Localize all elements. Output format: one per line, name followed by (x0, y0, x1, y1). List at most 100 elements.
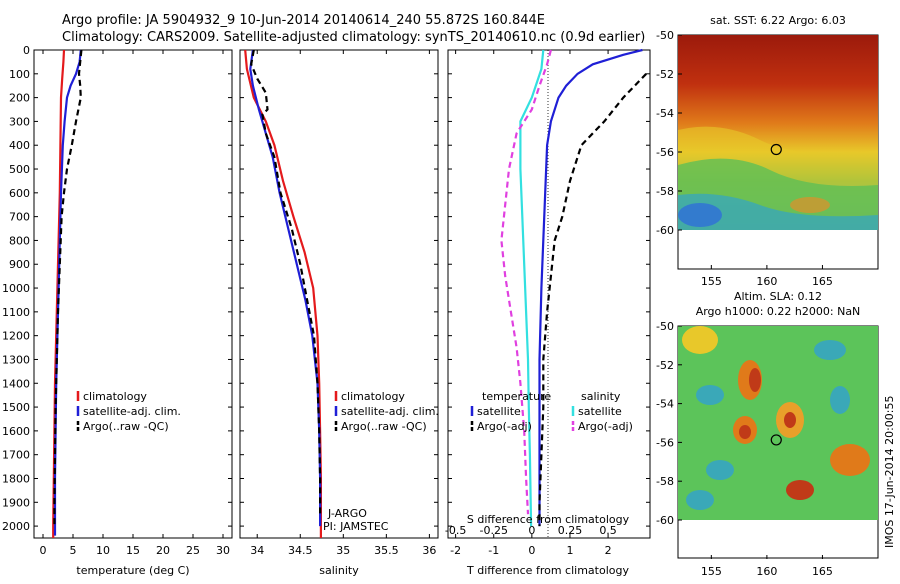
y-tick-label: 300 (9, 115, 30, 128)
y-tick-label: 1800 (2, 472, 30, 485)
sst-profile-marker (770, 143, 782, 156)
timestamp-label: IMOS 17-Jun-2014 20:00:55 (883, 395, 896, 548)
temperature-panel: 0 5 10 15 20 25 300100200300400500600700800900… (2, 44, 233, 577)
y-tick-label: 1700 (2, 449, 30, 462)
y-tick-label: 700 (9, 211, 30, 224)
y-tick-label: 600 (9, 187, 30, 200)
legend-header-temperature: temperature (482, 390, 551, 403)
difference-plot-frame (447, 49, 651, 539)
y-tick-label: 1600 (2, 425, 30, 438)
x2-tick-label: 0.5 (599, 524, 617, 537)
salinity-plot-frame (239, 49, 439, 539)
map-y-tick-label: -50 (656, 29, 674, 42)
svg-text:Argo(-adj): Argo(-adj) (477, 420, 532, 433)
legend-item: satellite (470, 405, 521, 418)
svg-text:satellite-adj. clim.: satellite-adj. clim. (83, 405, 181, 418)
figure-title-line1: Argo profile: JA 5904932_9 10-Jun-2014 2… (62, 13, 545, 28)
sla-profile-marker (770, 434, 782, 446)
svg-text:Argo(-adj): Argo(-adj) (578, 420, 633, 433)
map-y-tick-label: -50 (656, 320, 674, 333)
map-y-tick-label: -60 (656, 514, 674, 527)
x-tick-label: 0 (528, 544, 535, 557)
series-line-climatology (244, 49, 322, 538)
x-tick-label: 34 (250, 544, 264, 557)
x2-tick-label: 0 (528, 524, 535, 537)
figure-title-line2: Climatology: CARS2009. Satellite-adjuste… (62, 30, 645, 45)
map-y-tick-label: -58 (656, 475, 674, 488)
sst-map-panel: sat. SST: 6.22 Argo: 6.03 155 160 165 -50 -5… (656, 14, 879, 288)
salinity-panel: 34 34.5 35 35.5 36 salinity J-ARGO PI: JAMST… (239, 49, 439, 577)
salinity-x-label: salinity (319, 564, 359, 577)
y-tick-label: 1300 (2, 353, 30, 366)
legend-item: Argo(-adj) (571, 420, 633, 433)
legend-item: satellite-adj. clim. (76, 405, 181, 418)
y-tick-label: 1200 (2, 330, 30, 343)
legend-header-salinity: salinity (581, 390, 621, 403)
x-tick-label: 0 (40, 544, 47, 557)
x-tick-label: 1 (566, 544, 573, 557)
map-x-tick-label: 165 (812, 275, 833, 288)
y-tick-label: 1000 (2, 282, 30, 295)
y-tick-label: 500 (9, 163, 30, 176)
svg-text:Argo(..raw -QC): Argo(..raw -QC) (83, 420, 169, 433)
svg-text:climatology: climatology (341, 390, 405, 403)
map-x-tick-label: 160 (756, 275, 777, 288)
x2-tick-label: -0.5 (445, 524, 466, 537)
x-tick-label: 36 (422, 544, 436, 557)
series-line-t-argo-adj- (538, 73, 647, 527)
map-y-tick-label: -54 (656, 398, 674, 411)
y-tick-label: 100 (9, 68, 30, 81)
x-tick-label: 34.5 (288, 544, 313, 557)
svg-text:climatology: climatology (83, 390, 147, 403)
y-tick-label: 1500 (2, 401, 30, 414)
sst-map-title: sat. SST: 6.22 Argo: 6.03 (710, 14, 846, 27)
float-info-argo: J-ARGO (327, 507, 367, 520)
difference-x2-label: S difference from climatology (467, 513, 630, 526)
y-tick-label: 0 (23, 44, 30, 57)
float-info-pi: PI: JAMSTEC (323, 520, 389, 533)
y-tick-label: 800 (9, 234, 30, 247)
svg-text:satellite-adj. clim.: satellite-adj. clim. (341, 405, 439, 418)
x-tick-label: 35.5 (374, 544, 399, 557)
map-x-tick-label: 155 (701, 565, 722, 578)
y-tick-label: 1100 (2, 306, 30, 319)
legend-item: Argo(-adj) (470, 420, 532, 433)
legend-item: satellite (571, 405, 622, 418)
y-tick-label: 2000 (2, 520, 30, 533)
sst-heatmap (678, 35, 878, 230)
legend-item: climatology (334, 390, 405, 403)
sla-map-panel: Altim. SLA: 0.12 Argo h1000: 0.22 h2000:… (656, 290, 879, 578)
x-tick-label: 20 (156, 544, 170, 557)
series-line-t-satellite (538, 48, 643, 527)
sla-map-title-line1: Altim. SLA: 0.12 (734, 290, 822, 303)
map-y-tick-label: -54 (656, 107, 674, 120)
temperature-x-label: temperature (deg C) (76, 564, 189, 577)
y-tick-label: 400 (9, 139, 30, 152)
map-x-tick-label: 165 (812, 565, 833, 578)
x-tick-label: 10 (96, 544, 110, 557)
svg-text:Argo(..raw -QC): Argo(..raw -QC) (341, 420, 427, 433)
sla-heatmap (678, 326, 878, 520)
legend-item: satellite-adj. clim. (334, 405, 439, 418)
x-tick-label: 2 (605, 544, 612, 557)
map-y-tick-label: -56 (656, 436, 674, 449)
difference-panel: -2 -1 0 1 2 -0.5 -0.25 0 0.25 0.5 T difference fr… (445, 48, 651, 577)
legend-item: Argo(..raw -QC) (76, 420, 169, 433)
sla-map-title-line2: Argo h1000: 0.22 h2000: NaN (696, 305, 861, 318)
map-y-tick-label: -52 (656, 359, 674, 372)
series-line-satellite-adj-clim- (249, 49, 322, 527)
series-line-s-argo-adj- (500, 49, 552, 515)
x-tick-label: 5 (70, 544, 77, 557)
y-tick-label: 1900 (2, 496, 30, 509)
svg-text:satellite: satellite (578, 405, 622, 418)
map-y-tick-label: -56 (656, 146, 674, 159)
svg-text:satellite: satellite (477, 405, 521, 418)
series-line-satellite-adj-clim- (53, 49, 82, 536)
legend-item: Argo(..raw -QC) (334, 420, 427, 433)
map-y-tick-label: -52 (656, 68, 674, 81)
x2-tick-label: 0.25 (558, 524, 583, 537)
map-x-tick-label: 155 (701, 275, 722, 288)
x-tick-label: 25 (186, 544, 200, 557)
map-x-tick-label: 160 (756, 565, 777, 578)
